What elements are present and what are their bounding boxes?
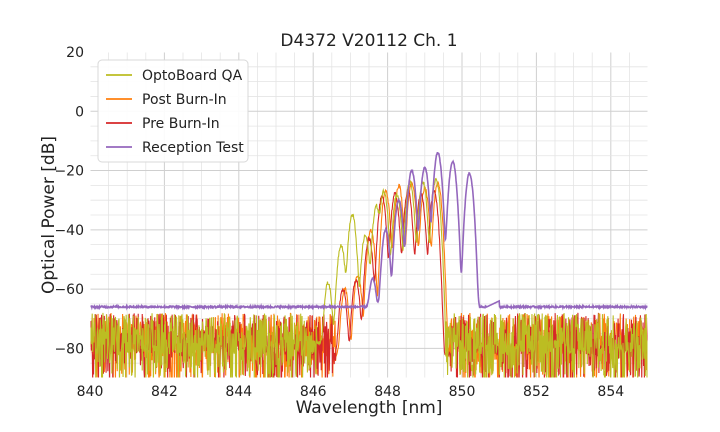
chart-title: D4372 V20112 Ch. 1: [280, 31, 457, 51]
legend-label: Pre Burn-In: [142, 116, 220, 132]
legend-box: [97, 59, 249, 163]
series-layer: [90, 151, 648, 378]
x-tick-label: 840: [77, 384, 104, 400]
x-tick-label: 846: [300, 384, 327, 400]
series-line-pre-burn-in: [90, 188, 648, 378]
legend-label: Post Burn-In: [142, 92, 227, 108]
y-tick-label: 20: [66, 45, 84, 61]
x-tick-label: 842: [151, 384, 178, 400]
legend-label: OptoBoard QA: [142, 68, 243, 84]
x-axis-title: Wavelength [nm]: [296, 398, 443, 418]
legend: OptoBoard QA Post Burn-In Pre Burn-In Recep…: [97, 59, 249, 163]
y-tick-labels: −80 −60 −40 −20 0 20: [54, 45, 84, 357]
legend-label: Reception Test: [142, 140, 244, 156]
x-tick-label: 852: [523, 384, 550, 400]
y-tick-label: −40: [54, 223, 84, 239]
x-tick-label: 844: [225, 384, 252, 400]
y-axis-title: Optical Power [dB]: [39, 136, 59, 294]
x-tick-labels: 840 842 844 846 848 850 852 854: [77, 384, 625, 400]
x-tick-label: 850: [449, 384, 476, 400]
y-tick-label: −20: [54, 164, 84, 180]
y-tick-label: −60: [54, 282, 84, 298]
x-tick-label: 854: [597, 384, 624, 400]
series-line-optoboard-qa: [90, 177, 648, 378]
plot-frame: [89, 51, 649, 379]
x-tick-label: 848: [374, 384, 401, 400]
y-tick-label: −80: [54, 341, 84, 357]
y-tick-label: 0: [75, 104, 84, 120]
series-line-reception-test: [90, 151, 648, 311]
